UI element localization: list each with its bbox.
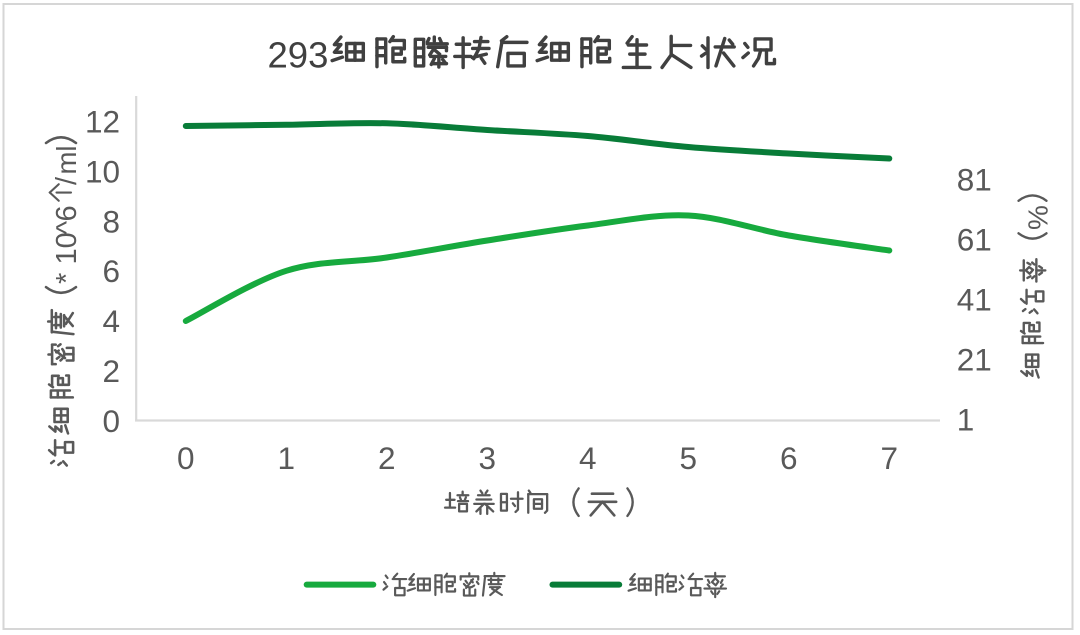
- svg-text:41: 41: [957, 281, 992, 317]
- svg-text:10: 10: [51, 232, 83, 264]
- svg-text:3: 3: [479, 440, 497, 476]
- svg-text:12: 12: [85, 104, 120, 140]
- svg-text:*: *: [51, 273, 83, 284]
- svg-text:ml: ml: [51, 145, 82, 174]
- svg-text:%: %: [1023, 205, 1054, 230]
- svg-text:/: /: [51, 176, 83, 185]
- svg-text:5: 5: [680, 440, 698, 476]
- svg-text:6: 6: [780, 440, 798, 476]
- svg-text:4: 4: [579, 440, 597, 476]
- svg-text:81: 81: [957, 161, 992, 197]
- svg-text:2: 2: [102, 353, 120, 389]
- svg-text:10: 10: [85, 153, 120, 189]
- svg-text:0: 0: [102, 403, 120, 439]
- svg-text:6: 6: [102, 253, 120, 289]
- svg-text:7: 7: [881, 440, 899, 476]
- svg-text:1: 1: [957, 401, 975, 437]
- svg-text:293: 293: [268, 35, 329, 76]
- svg-text:4: 4: [102, 303, 120, 339]
- svg-text:0: 0: [177, 440, 195, 476]
- svg-text:61: 61: [957, 221, 992, 257]
- svg-text:8: 8: [102, 203, 120, 239]
- svg-text:2: 2: [378, 440, 396, 476]
- svg-text:6: 6: [51, 205, 83, 221]
- svg-text:1: 1: [278, 440, 296, 476]
- svg-text:^: ^: [51, 221, 83, 235]
- svg-text:21: 21: [957, 341, 992, 377]
